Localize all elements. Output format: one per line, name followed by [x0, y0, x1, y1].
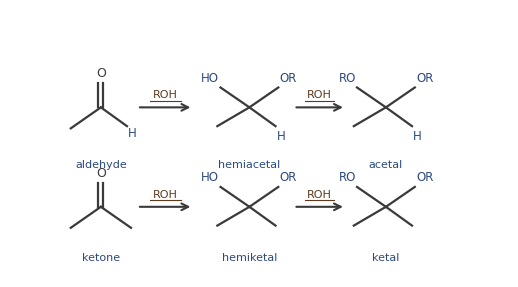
Text: hemiacetal: hemiacetal: [218, 160, 281, 170]
Text: OR: OR: [416, 72, 434, 85]
Text: H: H: [128, 127, 137, 140]
Text: ROH: ROH: [307, 190, 332, 200]
Text: RO: RO: [338, 72, 356, 85]
Text: ROH: ROH: [153, 90, 178, 100]
Text: ROH: ROH: [307, 90, 332, 100]
Text: O: O: [96, 67, 106, 80]
Text: RO: RO: [338, 171, 356, 184]
Text: OR: OR: [280, 171, 297, 184]
Text: ketal: ketal: [372, 253, 399, 263]
Text: ketone: ketone: [82, 253, 120, 263]
Text: aldehyde: aldehyde: [75, 160, 127, 170]
Text: ROH: ROH: [153, 190, 178, 200]
Text: H: H: [277, 130, 285, 143]
Text: OR: OR: [280, 72, 297, 85]
Text: HO: HO: [202, 72, 219, 85]
Text: hemiketal: hemiketal: [222, 253, 277, 263]
Text: O: O: [96, 167, 106, 180]
Text: acetal: acetal: [369, 160, 403, 170]
Text: HO: HO: [202, 171, 219, 184]
Text: OR: OR: [416, 171, 434, 184]
Text: H: H: [413, 130, 422, 143]
